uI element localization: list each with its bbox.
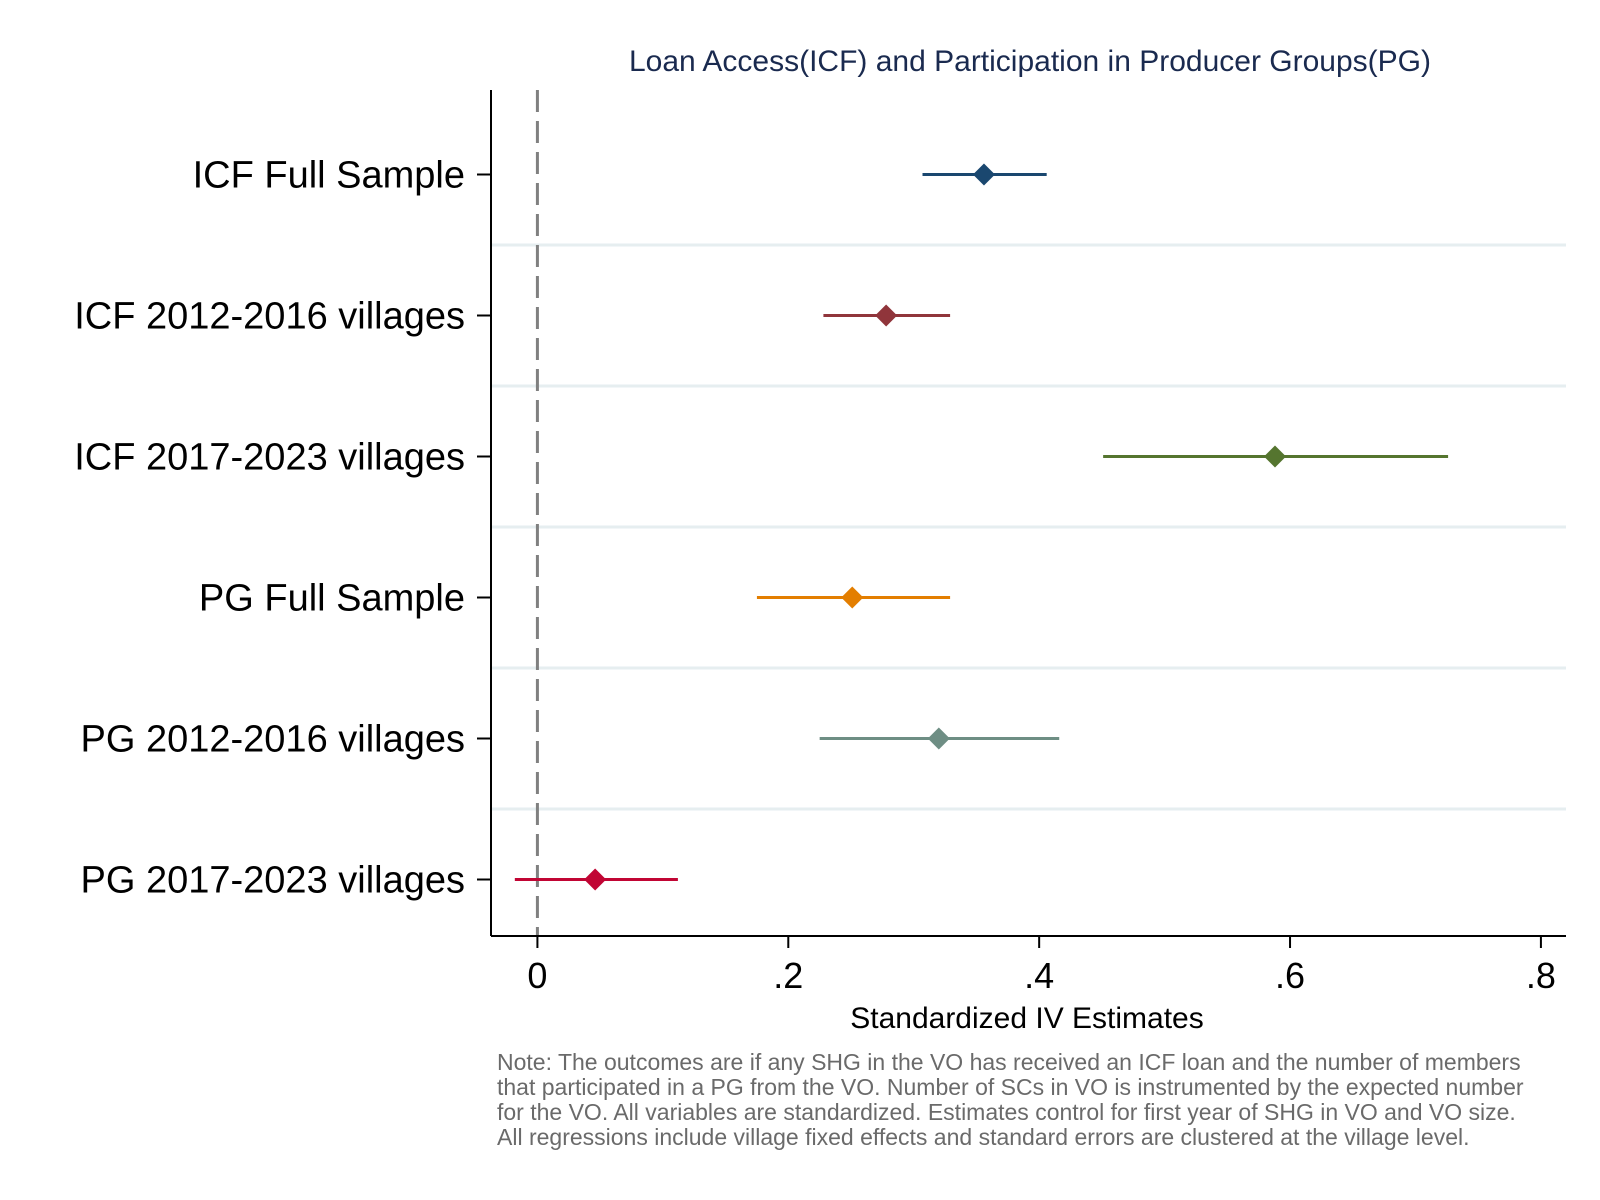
category-label: ICF Full Sample [193,155,465,197]
category-label: PG Full Sample [199,578,465,620]
point-estimate-diamond [972,163,995,186]
x-axis-label: Standardized IV Estimates [850,1002,1204,1035]
chart-note: Note: The outcomes are if any SHG in the… [497,1050,1597,1150]
note-line-2: that participated in a PG from the VO. N… [497,1074,1524,1100]
note-line-1: Note: The outcomes are if any SHG in the… [497,1049,1521,1075]
point-estimate-diamond [1263,445,1286,468]
y-axis-ticks: ICF Full Sample ICF 2012-2016 villages ICF… [74,155,491,902]
x-axis-ticks: 0 .2 .4 .6 .8 [527,936,1556,996]
note-line-3: for the VO. All variables are standardiz… [497,1099,1516,1125]
point-estimate-diamond [927,727,950,750]
gridlines [491,243,1566,811]
x-tick-label: 0 [527,955,547,996]
category-label: PG 2017-2023 villages [81,860,465,902]
point-estimate-diamond [841,586,864,609]
category-label: PG 2012-2016 villages [81,719,465,761]
chart-title: Loan Access(ICF) and Participation in Pr… [629,45,1431,78]
point-estimate-diamond [875,304,898,327]
x-tick-label: .6 [1275,955,1305,996]
category-label: ICF 2017-2023 villages [74,437,465,479]
estimate-marks [514,163,1449,891]
category-label: ICF 2012-2016 villages [74,296,465,338]
point-estimate-diamond [584,868,607,891]
note-line-4: All regressions include village fixed ef… [497,1124,1470,1150]
x-tick-label: .2 [773,955,803,996]
x-tick-label: .8 [1526,955,1556,996]
x-tick-label: .4 [1024,955,1054,996]
